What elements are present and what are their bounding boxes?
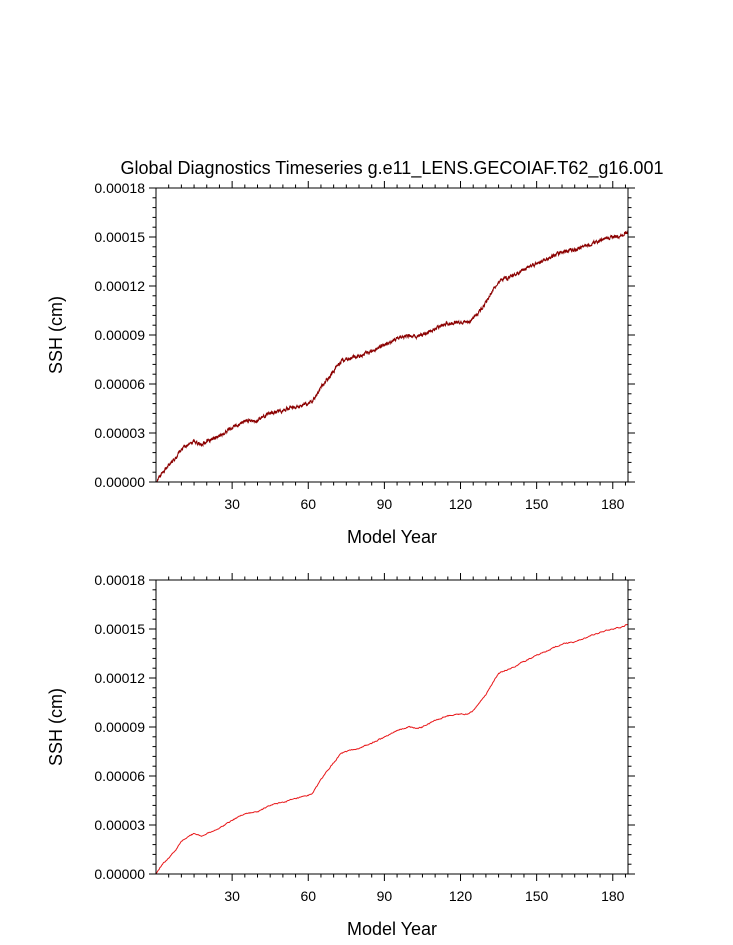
- y-tick-label: 0.00003: [94, 817, 145, 833]
- top-panel: 30 60 90 120 150 180 0.00000 0.00003 0.00006 0.00…: [46, 180, 635, 547]
- y-tick-label: 0.00012: [94, 670, 145, 686]
- y-tick-label: 0.00009: [94, 327, 145, 343]
- x-tick-label: 120: [449, 496, 473, 512]
- y-tick-label: 0.00018: [94, 572, 145, 588]
- x-tick-label: 180: [601, 496, 625, 512]
- x-axis-title: Model Year: [347, 527, 437, 547]
- y-tick-label: 0.00015: [94, 229, 145, 245]
- y-tick-label: 0.00006: [94, 768, 145, 784]
- x-tick-label: 150: [525, 496, 549, 512]
- figure-title: Global Diagnostics Timeseries g.e11_LENS…: [121, 158, 664, 179]
- y-tick-label: 0.00015: [94, 621, 145, 637]
- y-tick-label: 0.00006: [94, 376, 145, 392]
- x-tick-label: 30: [224, 888, 240, 904]
- y-axis-title: SSH (cm): [46, 688, 66, 766]
- plot-frame: [155, 187, 629, 483]
- x-tick-label: 150: [525, 888, 549, 904]
- x-tick-label: 90: [377, 496, 393, 512]
- plot-frame: [155, 579, 629, 875]
- series-line-ssh-monthly: [156, 230, 629, 483]
- x-tick-label: 60: [300, 496, 316, 512]
- series-line-ssh-annual: [155, 623, 629, 875]
- y-tick-label: 0.00009: [94, 719, 145, 735]
- y-tick-label: 0.00012: [94, 278, 145, 294]
- bottom-panel: 30 60 90 120 150 180 0.00000 0.00003 0.00006 0.00…: [46, 572, 635, 939]
- y-tick-label: 0.00003: [94, 425, 145, 441]
- x-tick-label: 180: [601, 888, 625, 904]
- x-tick-label: 30: [224, 496, 240, 512]
- x-axis-title: Model Year: [347, 919, 437, 939]
- x-tick-label: 90: [377, 888, 393, 904]
- y-tick-label: 0.00000: [94, 866, 145, 882]
- y-axis-title: SSH (cm): [46, 296, 66, 374]
- y-tick-label: 0.00000: [94, 474, 145, 490]
- y-tick-label: 0.00018: [94, 180, 145, 196]
- x-tick-label: 120: [449, 888, 473, 904]
- x-tick-label: 60: [300, 888, 316, 904]
